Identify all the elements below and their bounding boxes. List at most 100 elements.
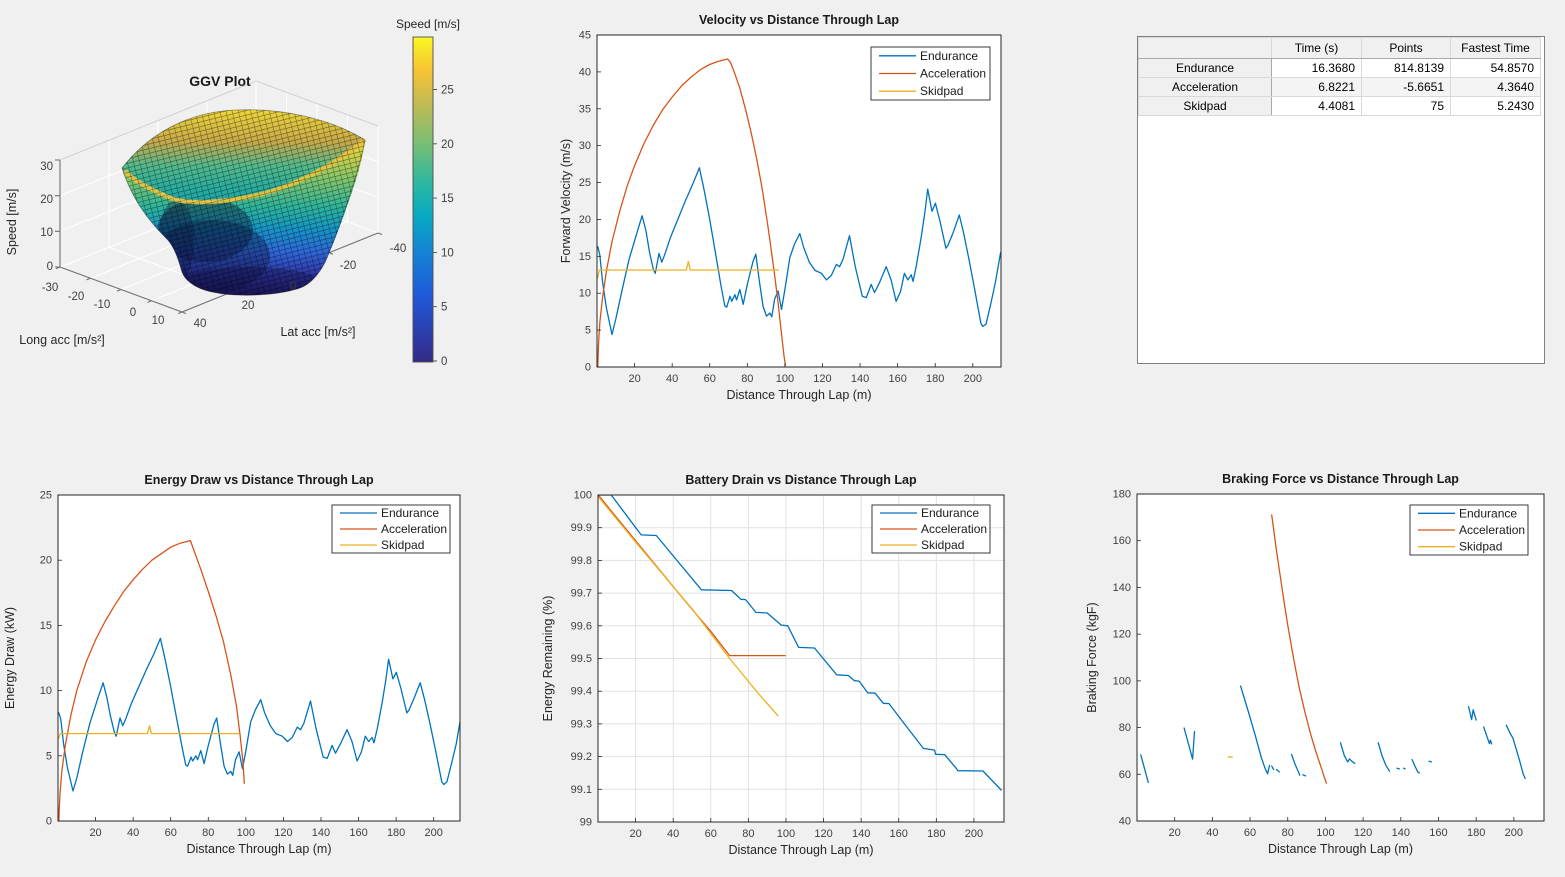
table-row: Skidpad 4.4081 75 5.2430 (1138, 96, 1541, 116)
x-tick-label: 60 (1244, 827, 1256, 839)
ggv-title: GGV Plot (189, 73, 251, 89)
x-tick-label: 100 (237, 827, 255, 839)
axis-box (597, 494, 1005, 823)
x-axis-label: Distance Through Lap (m) (729, 843, 874, 857)
y-tick-label: 30 (579, 140, 591, 152)
x-tick-label: 40 (667, 828, 679, 840)
cell-acceleration-fastest[interactable]: 4.3640 (1450, 77, 1541, 97)
y-tick-label: 99.8 (571, 555, 592, 567)
chart-title: Battery Drain vs Distance Through Lap (685, 473, 917, 487)
legend-label: Acceleration (921, 522, 987, 536)
legend-label: Endurance (381, 506, 439, 520)
x-tick-label: 100 (776, 373, 794, 385)
y-tick-label: 20 (579, 214, 591, 226)
colorbar-tick: 0 (441, 356, 447, 368)
y-tick-label: 40 (1119, 816, 1131, 828)
row-header-acceleration: Acceleration (1138, 77, 1272, 97)
ggv-x-tick: -20 (68, 291, 85, 303)
results-table: Time (s) Points Fastest Time Endurance 1… (1137, 36, 1545, 364)
series-endurance (1271, 765, 1275, 771)
x-tick-label: 20 (89, 827, 101, 839)
y-tick-label: 120 (1113, 629, 1131, 641)
series-endurance (1339, 742, 1356, 764)
x-tick-label: 160 (888, 373, 906, 385)
y-tick-label: 99.9 (571, 522, 592, 534)
x-tick-label: 80 (202, 827, 214, 839)
x-axis-label: Distance Through Lap (m) (187, 842, 332, 856)
cell-skidpad-time[interactable]: 4.4081 (1271, 96, 1362, 116)
series-endurance (1275, 768, 1280, 773)
ggv-plot: GGV Plot 30 20 10 0 -30 -20 -10 0 10 40 … (5, 17, 460, 368)
x-tick-label: 160 (890, 828, 908, 840)
cell-endurance-time[interactable]: 16.3680 (1271, 58, 1362, 78)
y-tick-label: 80 (1119, 722, 1131, 734)
x-tick-label: 120 (1354, 827, 1372, 839)
ggv-z-tick: 0 (47, 261, 53, 273)
table-row: Acceleration 6.8221 -5.6651 4.3640 (1138, 77, 1541, 97)
y-tick-label: 45 (579, 30, 591, 42)
table-row: Endurance 16.3680 814.8139 54.8570 (1138, 58, 1541, 78)
chart-title: Energy Draw vs Distance Through Lap (144, 473, 374, 487)
cell-endurance-points[interactable]: 814.8139 (1361, 58, 1451, 78)
y-tick-label: 10 (579, 288, 591, 300)
ggv-x-axis-label: Long acc [m/s²] (19, 333, 104, 347)
y-tick-label: 25 (579, 177, 591, 189)
series-endurance (1483, 726, 1493, 745)
y-tick-label: 20 (40, 555, 52, 567)
series-endurance (1428, 760, 1432, 763)
col-header-fastest-time: Fastest Time (1450, 37, 1541, 59)
cell-acceleration-time[interactable]: 6.8221 (1271, 77, 1362, 97)
y-axis-label: Energy Draw (kW) (3, 607, 17, 709)
ggv-z-tick: 10 (40, 227, 53, 239)
series-lines (598, 495, 1002, 791)
y-tick-label: 99.7 (571, 588, 592, 600)
colorbar-tick: 10 (441, 247, 454, 259)
y-tick-label: 0 (585, 362, 591, 374)
x-tick-label: 200 (965, 828, 983, 840)
axis-box (1136, 493, 1545, 822)
x-tick-label: 40 (127, 827, 139, 839)
y-tick-label: 40 (579, 66, 591, 78)
ggv-y-tick: -40 (390, 243, 407, 255)
ggv-z-tick: 20 (40, 194, 53, 206)
legend-label: Endurance (1459, 506, 1517, 520)
y-tick-label: 99 (580, 817, 592, 829)
ggv-y-tick: 20 (242, 300, 255, 312)
battery-drain-chart: 20 40 60 80 100 120 140 160 180 200 99 99.1 99.2 99.3… (541, 473, 1005, 857)
series-lines (597, 58, 1001, 367)
x-tick-label: 140 (1392, 827, 1410, 839)
y-tick-label: 99.2 (571, 751, 592, 763)
x-tick-label: 80 (742, 828, 754, 840)
legend-label: Acceleration (1459, 523, 1525, 537)
legend-label: Acceleration (381, 522, 447, 536)
ggv-y-tick: 40 (194, 318, 207, 330)
cell-skidpad-points[interactable]: 75 (1361, 96, 1451, 116)
cell-acceleration-points[interactable]: -5.6651 (1361, 77, 1451, 97)
series-skidpad (598, 496, 779, 717)
braking-force-chart: 20 40 60 80 100 120 140 160 180 200 40 60 80 100 120 14… (1085, 472, 1545, 856)
chart-title: Velocity vs Distance Through Lap (699, 13, 899, 27)
col-header-points: Points (1361, 37, 1451, 59)
ggv-surface (121, 109, 367, 296)
cell-endurance-fastest[interactable]: 54.8570 (1450, 58, 1541, 78)
x-tick-label: 160 (349, 827, 367, 839)
y-tick-label: 5 (46, 750, 52, 762)
series-endurance (58, 637, 460, 792)
series-endurance (1290, 753, 1301, 776)
y-tick-label: 99.6 (571, 620, 592, 632)
energy-draw-chart: 20 40 60 80 100 120 140 160 180 200 0 5 10 15 20 25 Ener… (3, 473, 461, 856)
x-tick-label: 180 (1467, 827, 1485, 839)
x-tick-label: 80 (741, 373, 753, 385)
cell-skidpad-fastest[interactable]: 5.2430 (1450, 96, 1541, 116)
x-tick-label: 60 (165, 827, 177, 839)
x-tick-label: 60 (705, 828, 717, 840)
ggv-x-tick: 10 (152, 315, 165, 327)
series-skidpad (597, 260, 779, 279)
y-tick-label: 60 (1119, 769, 1131, 781)
legend-label: Skidpad (921, 538, 964, 552)
velocity-chart: 20 40 60 80 100 120 140 160 180 200 0 5 10 15 20 25 30 35… (560, 13, 1002, 402)
y-tick-label: 180 (1113, 489, 1131, 501)
series-endurance (1377, 742, 1391, 772)
colorbar-tick: 15 (441, 193, 454, 205)
